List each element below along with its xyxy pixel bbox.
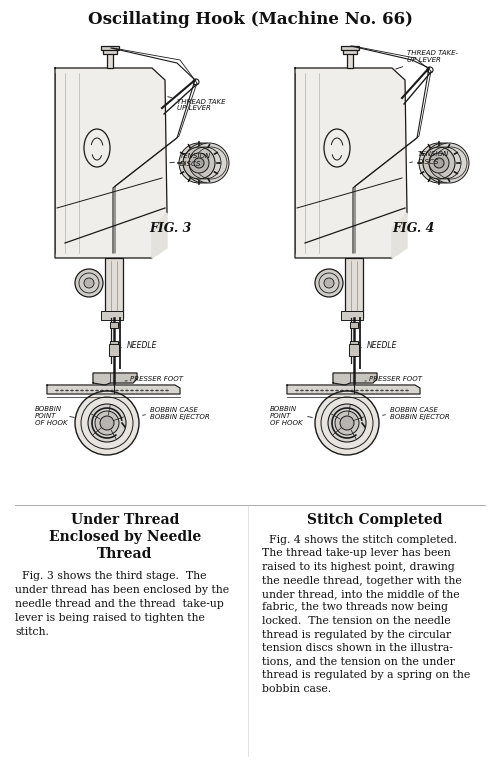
Text: BOBBIN
POINT
OF HOOK: BOBBIN POINT OF HOOK	[270, 406, 302, 426]
Text: BOBBIN CASE
BOBBIN EJECTOR: BOBBIN CASE BOBBIN EJECTOR	[390, 406, 450, 419]
Polygon shape	[55, 68, 167, 258]
Text: Stitch Completed: Stitch Completed	[307, 513, 443, 527]
Bar	[350, 322, 358, 328]
Text: thread is regulated by a spring on the: thread is regulated by a spring on the	[262, 670, 470, 680]
Text: THREAD TAKE-
UP LEVER: THREAD TAKE- UP LEVER	[396, 50, 458, 69]
Bar	[350, 341, 358, 346]
Polygon shape	[47, 385, 180, 394]
Circle shape	[75, 269, 103, 297]
Bar	[105, 258, 123, 318]
Text: FIG. 4: FIG. 4	[392, 221, 434, 234]
Circle shape	[315, 391, 379, 455]
Circle shape	[88, 404, 126, 442]
Text: under thread has been enclosed by the: under thread has been enclosed by the	[15, 585, 229, 595]
Circle shape	[340, 416, 354, 430]
Polygon shape	[152, 213, 167, 258]
Bar	[103, 49, 117, 54]
Bar	[347, 52, 353, 68]
Circle shape	[328, 404, 366, 442]
Text: the needle thread, together with the: the needle thread, together with the	[262, 575, 462, 585]
Circle shape	[429, 143, 469, 183]
Bar	[349, 344, 359, 356]
Circle shape	[424, 143, 464, 183]
Bar	[343, 49, 357, 54]
Text: NEEDLE: NEEDLE	[361, 342, 398, 350]
Bar	[101, 46, 119, 50]
Circle shape	[75, 391, 139, 455]
Bar	[341, 311, 363, 320]
Text: BOBBIN CASE
BOBBIN EJECTOR: BOBBIN CASE BOBBIN EJECTOR	[150, 406, 210, 419]
Bar	[101, 311, 123, 320]
Text: TENSION
DISCS: TENSION DISCS	[410, 151, 449, 164]
Text: under thread, into the middle of the: under thread, into the middle of the	[262, 589, 460, 599]
Text: Enclosed by Needle: Enclosed by Needle	[49, 530, 201, 544]
Text: needle thread and the thread  take-up: needle thread and the thread take-up	[15, 599, 224, 609]
Text: Oscillating Hook (Machine No. 66): Oscillating Hook (Machine No. 66)	[88, 12, 412, 28]
Bar	[109, 344, 119, 356]
Text: BOBBIN
POINT
OF HOOK: BOBBIN POINT OF HOOK	[35, 406, 68, 426]
Bar	[345, 258, 363, 318]
Circle shape	[84, 278, 94, 288]
Bar	[110, 341, 118, 346]
Circle shape	[315, 269, 343, 297]
Text: tions, and the tension on the under: tions, and the tension on the under	[262, 657, 455, 667]
Text: locked.  The tension on the needle: locked. The tension on the needle	[262, 616, 450, 626]
Circle shape	[419, 143, 459, 183]
Circle shape	[434, 158, 444, 168]
Circle shape	[194, 158, 204, 168]
Circle shape	[100, 416, 114, 430]
Text: TENSION
DISCS: TENSION DISCS	[170, 154, 211, 167]
Text: raised to its highest point, drawing: raised to its highest point, drawing	[262, 562, 455, 572]
Text: Under Thread: Under Thread	[71, 513, 179, 527]
Text: fabric, the two threads now being: fabric, the two threads now being	[262, 603, 448, 613]
Circle shape	[179, 143, 219, 183]
Text: The thread take-up lever has been: The thread take-up lever has been	[262, 548, 451, 558]
Text: Thread: Thread	[98, 547, 152, 561]
Text: stitch.: stitch.	[15, 627, 49, 637]
Circle shape	[189, 143, 229, 183]
Circle shape	[423, 147, 455, 179]
Circle shape	[429, 153, 449, 173]
Polygon shape	[295, 68, 407, 258]
Text: NEEDLE: NEEDLE	[121, 342, 158, 350]
Text: THREAD TAKE
UP LEVER: THREAD TAKE UP LEVER	[168, 97, 226, 111]
Bar	[341, 46, 359, 50]
Text: lever is being raised to tighten the: lever is being raised to tighten the	[15, 613, 205, 623]
Polygon shape	[287, 385, 420, 394]
Polygon shape	[333, 373, 377, 385]
Text: PRESSER FOOT: PRESSER FOOT	[125, 376, 183, 382]
Polygon shape	[93, 373, 137, 385]
Polygon shape	[392, 213, 407, 258]
Text: FIG. 3: FIG. 3	[149, 221, 191, 234]
Circle shape	[183, 147, 215, 179]
Text: Fig. 4 shows the stitch completed.: Fig. 4 shows the stitch completed.	[262, 535, 457, 545]
Text: Fig. 3 shows the third stage.  The: Fig. 3 shows the third stage. The	[15, 571, 206, 581]
Circle shape	[324, 278, 334, 288]
Circle shape	[335, 411, 359, 435]
Text: tension discs shown in the illustra-: tension discs shown in the illustra-	[262, 643, 453, 653]
Circle shape	[189, 153, 209, 173]
Circle shape	[184, 143, 224, 183]
Bar	[110, 322, 118, 328]
Text: PRESSER FOOT: PRESSER FOOT	[365, 376, 422, 382]
Circle shape	[95, 411, 119, 435]
Text: bobbin case.: bobbin case.	[262, 684, 331, 694]
Bar	[107, 52, 113, 68]
Text: thread is regulated by the circular: thread is regulated by the circular	[262, 630, 451, 640]
